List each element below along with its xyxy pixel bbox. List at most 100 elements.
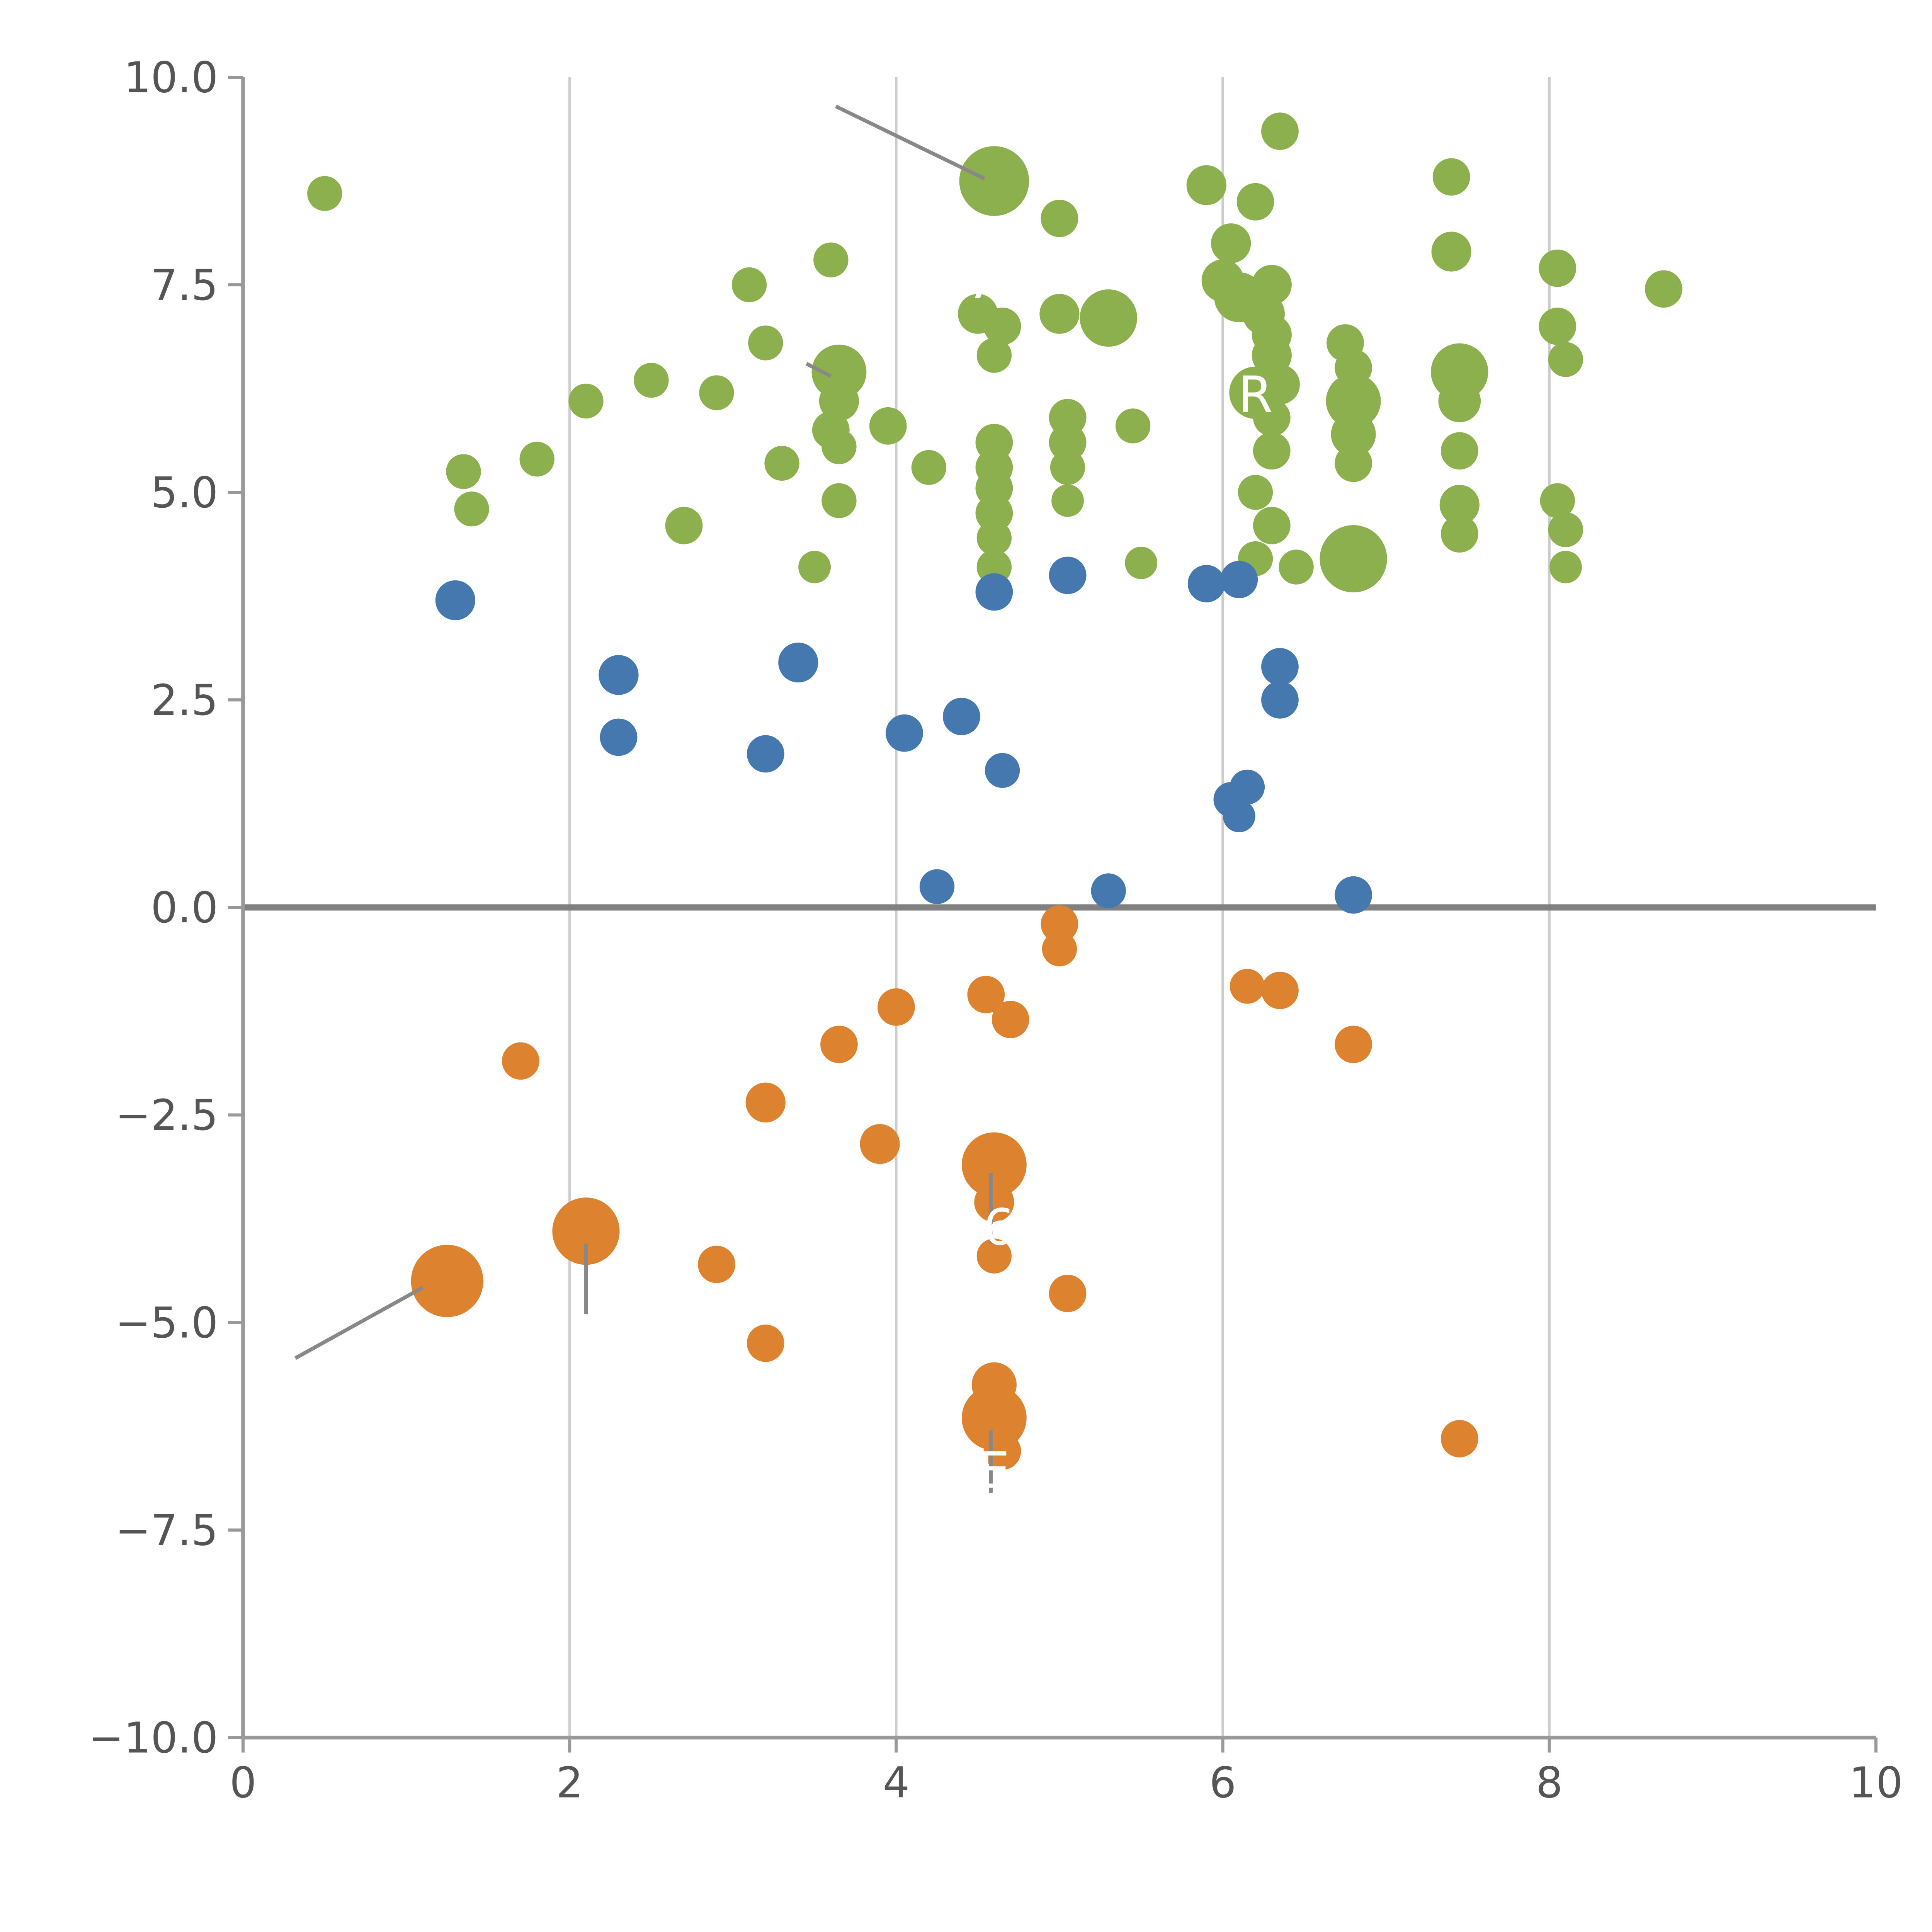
data-point-green-cluster[interactable] xyxy=(1539,249,1577,287)
data-point-blue-cluster[interactable] xyxy=(886,714,923,752)
data-point-blue-cluster[interactable] xyxy=(1223,800,1255,832)
data-point-green-cluster[interactable] xyxy=(1320,525,1387,593)
data-point-green-cluster[interactable] xyxy=(665,507,703,544)
data-point-orange-cluster[interactable] xyxy=(745,1082,786,1122)
data-point-green-cluster[interactable] xyxy=(1335,444,1372,482)
data-point-orange-cluster[interactable] xyxy=(1042,931,1077,966)
data-point-green-cluster[interactable] xyxy=(798,551,831,583)
data-point-orange-cluster[interactable] xyxy=(983,1432,1021,1470)
data-point-green-cluster[interactable] xyxy=(1438,380,1481,422)
data-point-orange-cluster[interactable] xyxy=(976,1238,1012,1274)
data-point-orange-cluster[interactable] xyxy=(698,1245,735,1283)
data-point-orange-cluster[interactable] xyxy=(502,1042,539,1080)
data-point-green-cluster[interactable] xyxy=(1211,223,1251,264)
data-point-blue-cluster[interactable] xyxy=(1261,681,1299,719)
data-point-orange-cluster[interactable] xyxy=(820,1026,858,1063)
data-point-green-cluster[interactable] xyxy=(1261,112,1299,150)
data-point-orange-cluster[interactable] xyxy=(992,1001,1029,1038)
data-point-blue-cluster[interactable] xyxy=(919,869,955,904)
data-point-orange-cluster[interactable] xyxy=(962,1132,1027,1197)
data-point-orange-cluster[interactable] xyxy=(974,1182,1014,1222)
data-point-orange-cluster[interactable] xyxy=(967,976,1005,1014)
data-point-orange-cluster[interactable] xyxy=(1049,1274,1087,1312)
data-point-blue-cluster[interactable] xyxy=(1091,873,1126,908)
data-point-green-cluster[interactable] xyxy=(1050,450,1085,485)
data-point-green-cluster[interactable] xyxy=(1548,342,1583,377)
data-point-green-cluster[interactable] xyxy=(1253,399,1291,437)
data-point-green-cluster[interactable] xyxy=(634,363,669,398)
data-point-green-cluster[interactable] xyxy=(1439,485,1480,525)
data-point-green-cluster[interactable] xyxy=(1440,432,1478,470)
data-point-orange-cluster[interactable] xyxy=(1335,1026,1372,1063)
data-point-green-cluster[interactable] xyxy=(819,381,859,421)
data-point-blue-cluster[interactable] xyxy=(600,718,638,756)
data-point-orange-cluster[interactable] xyxy=(962,1385,1027,1451)
data-point-green-cluster[interactable] xyxy=(813,242,849,277)
data-point-orange-cluster[interactable] xyxy=(747,1324,784,1362)
data-point-green-cluster[interactable] xyxy=(1115,408,1151,444)
data-point-orange-cluster[interactable] xyxy=(1440,1420,1478,1458)
data-point-blue-cluster[interactable] xyxy=(985,753,1020,788)
data-point-green-cluster[interactable] xyxy=(1253,507,1291,544)
data-point-blue-cluster[interactable] xyxy=(1261,648,1299,685)
data-point-green-cluster[interactable] xyxy=(1549,551,1582,583)
data-point-green-cluster[interactable] xyxy=(1539,308,1577,345)
data-point-green-cluster[interactable] xyxy=(699,375,734,410)
data-point-green-cluster[interactable] xyxy=(1431,231,1471,272)
data-point-blue-cluster[interactable] xyxy=(975,573,1013,611)
data-point-green-cluster[interactable] xyxy=(731,267,767,303)
data-point-green-cluster[interactable] xyxy=(307,176,342,211)
data-point-green-cluster[interactable] xyxy=(454,492,489,527)
data-point-green-cluster[interactable] xyxy=(821,429,857,464)
data-point-green-cluster[interactable] xyxy=(568,383,604,419)
data-point-blue-cluster[interactable] xyxy=(1187,565,1225,602)
data-point-orange-cluster[interactable] xyxy=(1041,905,1078,943)
data-point-green-cluster[interactable] xyxy=(983,308,1021,345)
data-point-green-cluster[interactable] xyxy=(1236,183,1274,221)
data-point-green-cluster[interactable] xyxy=(811,344,867,400)
data-point-green-cluster[interactable] xyxy=(519,442,554,477)
data-point-green-cluster[interactable] xyxy=(976,338,1012,373)
data-point-orange-cluster[interactable] xyxy=(1230,969,1265,1004)
data-point-blue-cluster[interactable] xyxy=(435,580,475,621)
data-point-green-cluster[interactable] xyxy=(1041,199,1078,237)
data-point-green-cluster[interactable] xyxy=(1440,515,1478,553)
data-point-orange-cluster[interactable] xyxy=(411,1245,483,1317)
data-point-blue-cluster[interactable] xyxy=(778,643,818,683)
data-point-green-cluster[interactable] xyxy=(1039,294,1080,334)
data-point-green-cluster[interactable] xyxy=(1186,165,1226,205)
data-point-orange-cluster[interactable] xyxy=(1261,971,1299,1009)
data-point-green-cluster[interactable] xyxy=(1125,546,1158,579)
data-point-orange-cluster[interactable] xyxy=(552,1197,620,1265)
data-point-green-cluster[interactable] xyxy=(748,325,783,361)
data-point-blue-cluster[interactable] xyxy=(747,735,784,773)
data-point-blue-cluster[interactable] xyxy=(1049,556,1087,594)
data-point-green-cluster[interactable] xyxy=(1432,158,1470,196)
data-point-green-cluster[interactable] xyxy=(446,454,481,489)
data-point-green-cluster[interactable] xyxy=(976,520,1012,556)
data-point-green-cluster[interactable] xyxy=(821,483,857,518)
data-point-green-cluster[interactable] xyxy=(1540,483,1575,518)
data-point-green-cluster[interactable] xyxy=(1279,549,1314,585)
data-point-green-cluster[interactable] xyxy=(1051,484,1084,517)
data-point-green-cluster[interactable] xyxy=(1326,373,1381,429)
data-point-green-cluster[interactable] xyxy=(764,446,799,481)
data-point-green-cluster[interactable] xyxy=(1049,423,1087,461)
data-point-green-cluster[interactable] xyxy=(975,494,1013,532)
data-point-green-cluster[interactable] xyxy=(1253,432,1291,470)
data-point-green-cluster[interactable] xyxy=(1238,475,1273,510)
data-point-green-cluster[interactable] xyxy=(1080,289,1137,347)
data-point-green-cluster[interactable] xyxy=(1331,412,1376,457)
data-point-blue-cluster[interactable] xyxy=(943,697,980,735)
data-point-orange-cluster[interactable] xyxy=(860,1124,900,1164)
data-point-blue-cluster[interactable] xyxy=(599,655,639,695)
data-point-orange-cluster[interactable] xyxy=(877,988,915,1026)
data-point-green-cluster[interactable] xyxy=(1548,512,1583,548)
data-point-blue-cluster[interactable] xyxy=(1230,769,1265,805)
data-point-green-cluster[interactable] xyxy=(959,146,1029,216)
data-point-blue-cluster[interactable] xyxy=(1220,561,1258,599)
data-point-blue-cluster[interactable] xyxy=(1335,876,1372,914)
data-point-green-cluster[interactable] xyxy=(869,407,907,445)
data-point-green-cluster[interactable] xyxy=(911,450,947,485)
data-point-green-cluster[interactable] xyxy=(1260,364,1300,405)
